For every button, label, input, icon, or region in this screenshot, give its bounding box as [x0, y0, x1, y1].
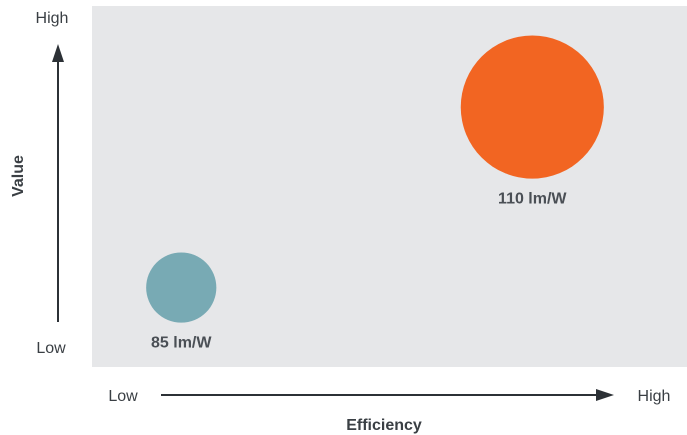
y-axis-arrowhead	[52, 44, 64, 62]
x-tick-high: High	[638, 388, 671, 405]
bubble-label-1: 110 lm/W	[498, 191, 567, 208]
x-tick-low: Low	[108, 388, 138, 405]
bubble-series: 85 lm/W 110 lm/W	[146, 35, 604, 352]
bubble-0	[146, 252, 217, 323]
x-axis-arrowhead	[596, 389, 614, 401]
y-axis-title: Value	[10, 155, 27, 197]
y-tick-low: Low	[36, 340, 66, 357]
bubble-1	[460, 35, 604, 179]
x-axis-title: Efficiency	[346, 417, 422, 434]
bubble-label-0: 85 lm/W	[151, 335, 212, 352]
y-tick-high: High	[36, 10, 69, 27]
